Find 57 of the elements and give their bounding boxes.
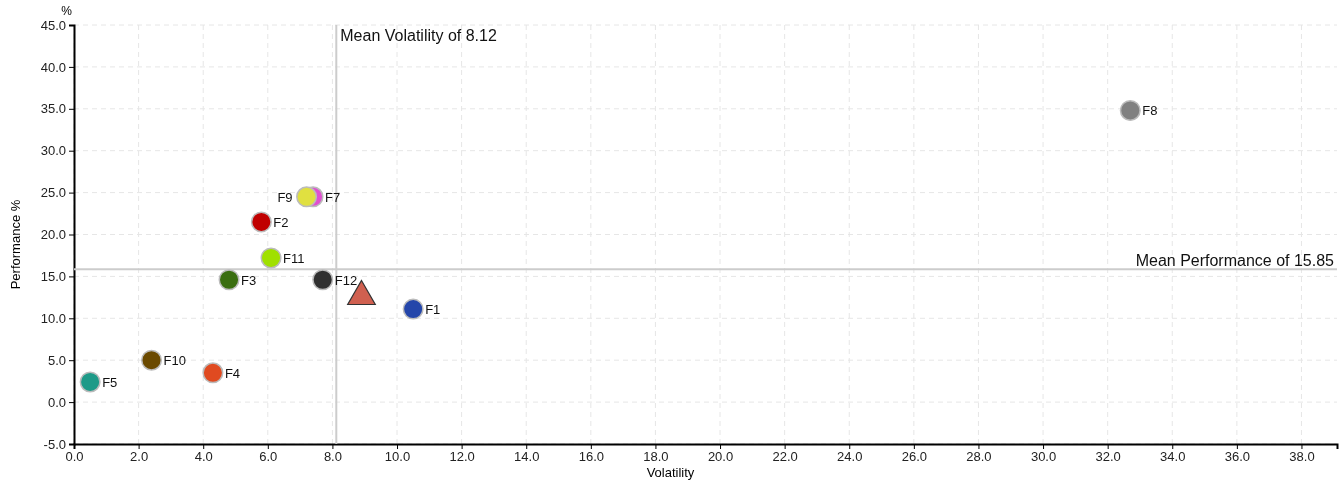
y-tick-label: -5.0: [43, 436, 66, 452]
ref-line-label: Mean Performance of 15.85: [1135, 252, 1335, 270]
series-label: F5: [102, 374, 118, 390]
x-tick-label: 34.0: [1160, 449, 1186, 465]
x-tick-label: 20.0: [707, 449, 734, 465]
x-tick-label: 36.0: [1224, 449, 1251, 465]
x-tick-label: 2.0: [130, 449, 149, 465]
point: [1119, 99, 1141, 121]
x-axis-title: Volatility: [646, 465, 695, 480]
series-label: F12: [334, 272, 358, 288]
x-tick-label: 14.0: [514, 449, 540, 465]
x-tick-label: 10.0: [384, 449, 411, 465]
point: [296, 186, 318, 208]
x-tick-label: 22.0: [772, 449, 798, 465]
x-tick-label: 12.0: [449, 449, 475, 465]
text: %: [61, 4, 73, 18]
point: [141, 349, 163, 371]
point: [250, 211, 272, 233]
point: [402, 298, 424, 320]
x-tick-label: 6.0: [259, 449, 278, 465]
series-label: F1: [425, 302, 441, 318]
point: [202, 362, 224, 384]
series-label: F4: [224, 365, 241, 381]
series-label: F7: [325, 189, 341, 205]
series-label: F8: [1142, 103, 1158, 119]
y-tick-label: 25.0: [40, 185, 66, 201]
point: [312, 269, 334, 291]
series-label: F3: [241, 272, 257, 288]
x-tick-label: 0.0: [65, 449, 84, 465]
series-label: F10: [163, 353, 186, 369]
x-tick-label: 28.0: [966, 449, 992, 465]
y-tick-label: 45.0: [40, 17, 66, 33]
y-tick-label: 40.0: [40, 59, 66, 75]
y-tick-label: 5.0: [47, 352, 66, 368]
x-tick-label: 18.0: [643, 449, 669, 465]
x-tick-label: 16.0: [578, 449, 604, 465]
y-tick-label: 30.0: [40, 143, 66, 159]
y-tick-label: 10.0: [40, 310, 66, 326]
x-tick-label: 30.0: [1030, 449, 1057, 465]
x-tick-label: 8.0: [323, 449, 342, 465]
series-label: F11: [283, 250, 305, 266]
point: [218, 269, 240, 291]
x-tick-label: 24.0: [837, 449, 863, 465]
x-tick-label: 26.0: [901, 449, 927, 465]
series-label: F9: [277, 189, 293, 205]
point: [260, 247, 282, 269]
ref-line-label: Mean Volatility of 8.12: [340, 27, 497, 44]
y-tick-label: 15.0: [40, 269, 66, 285]
point: [79, 371, 101, 393]
y-tick-label: 20.0: [40, 227, 66, 243]
x-tick-label: 4.0: [194, 449, 213, 465]
x-tick-label: 32.0: [1095, 449, 1121, 465]
x-tick-label: 38.0: [1289, 449, 1315, 465]
y-axis-title: Performance %: [8, 199, 23, 290]
series-label: F2: [273, 214, 289, 230]
y-tick-label: 35.0: [40, 101, 66, 117]
y-tick-label: 0.0: [47, 394, 66, 410]
